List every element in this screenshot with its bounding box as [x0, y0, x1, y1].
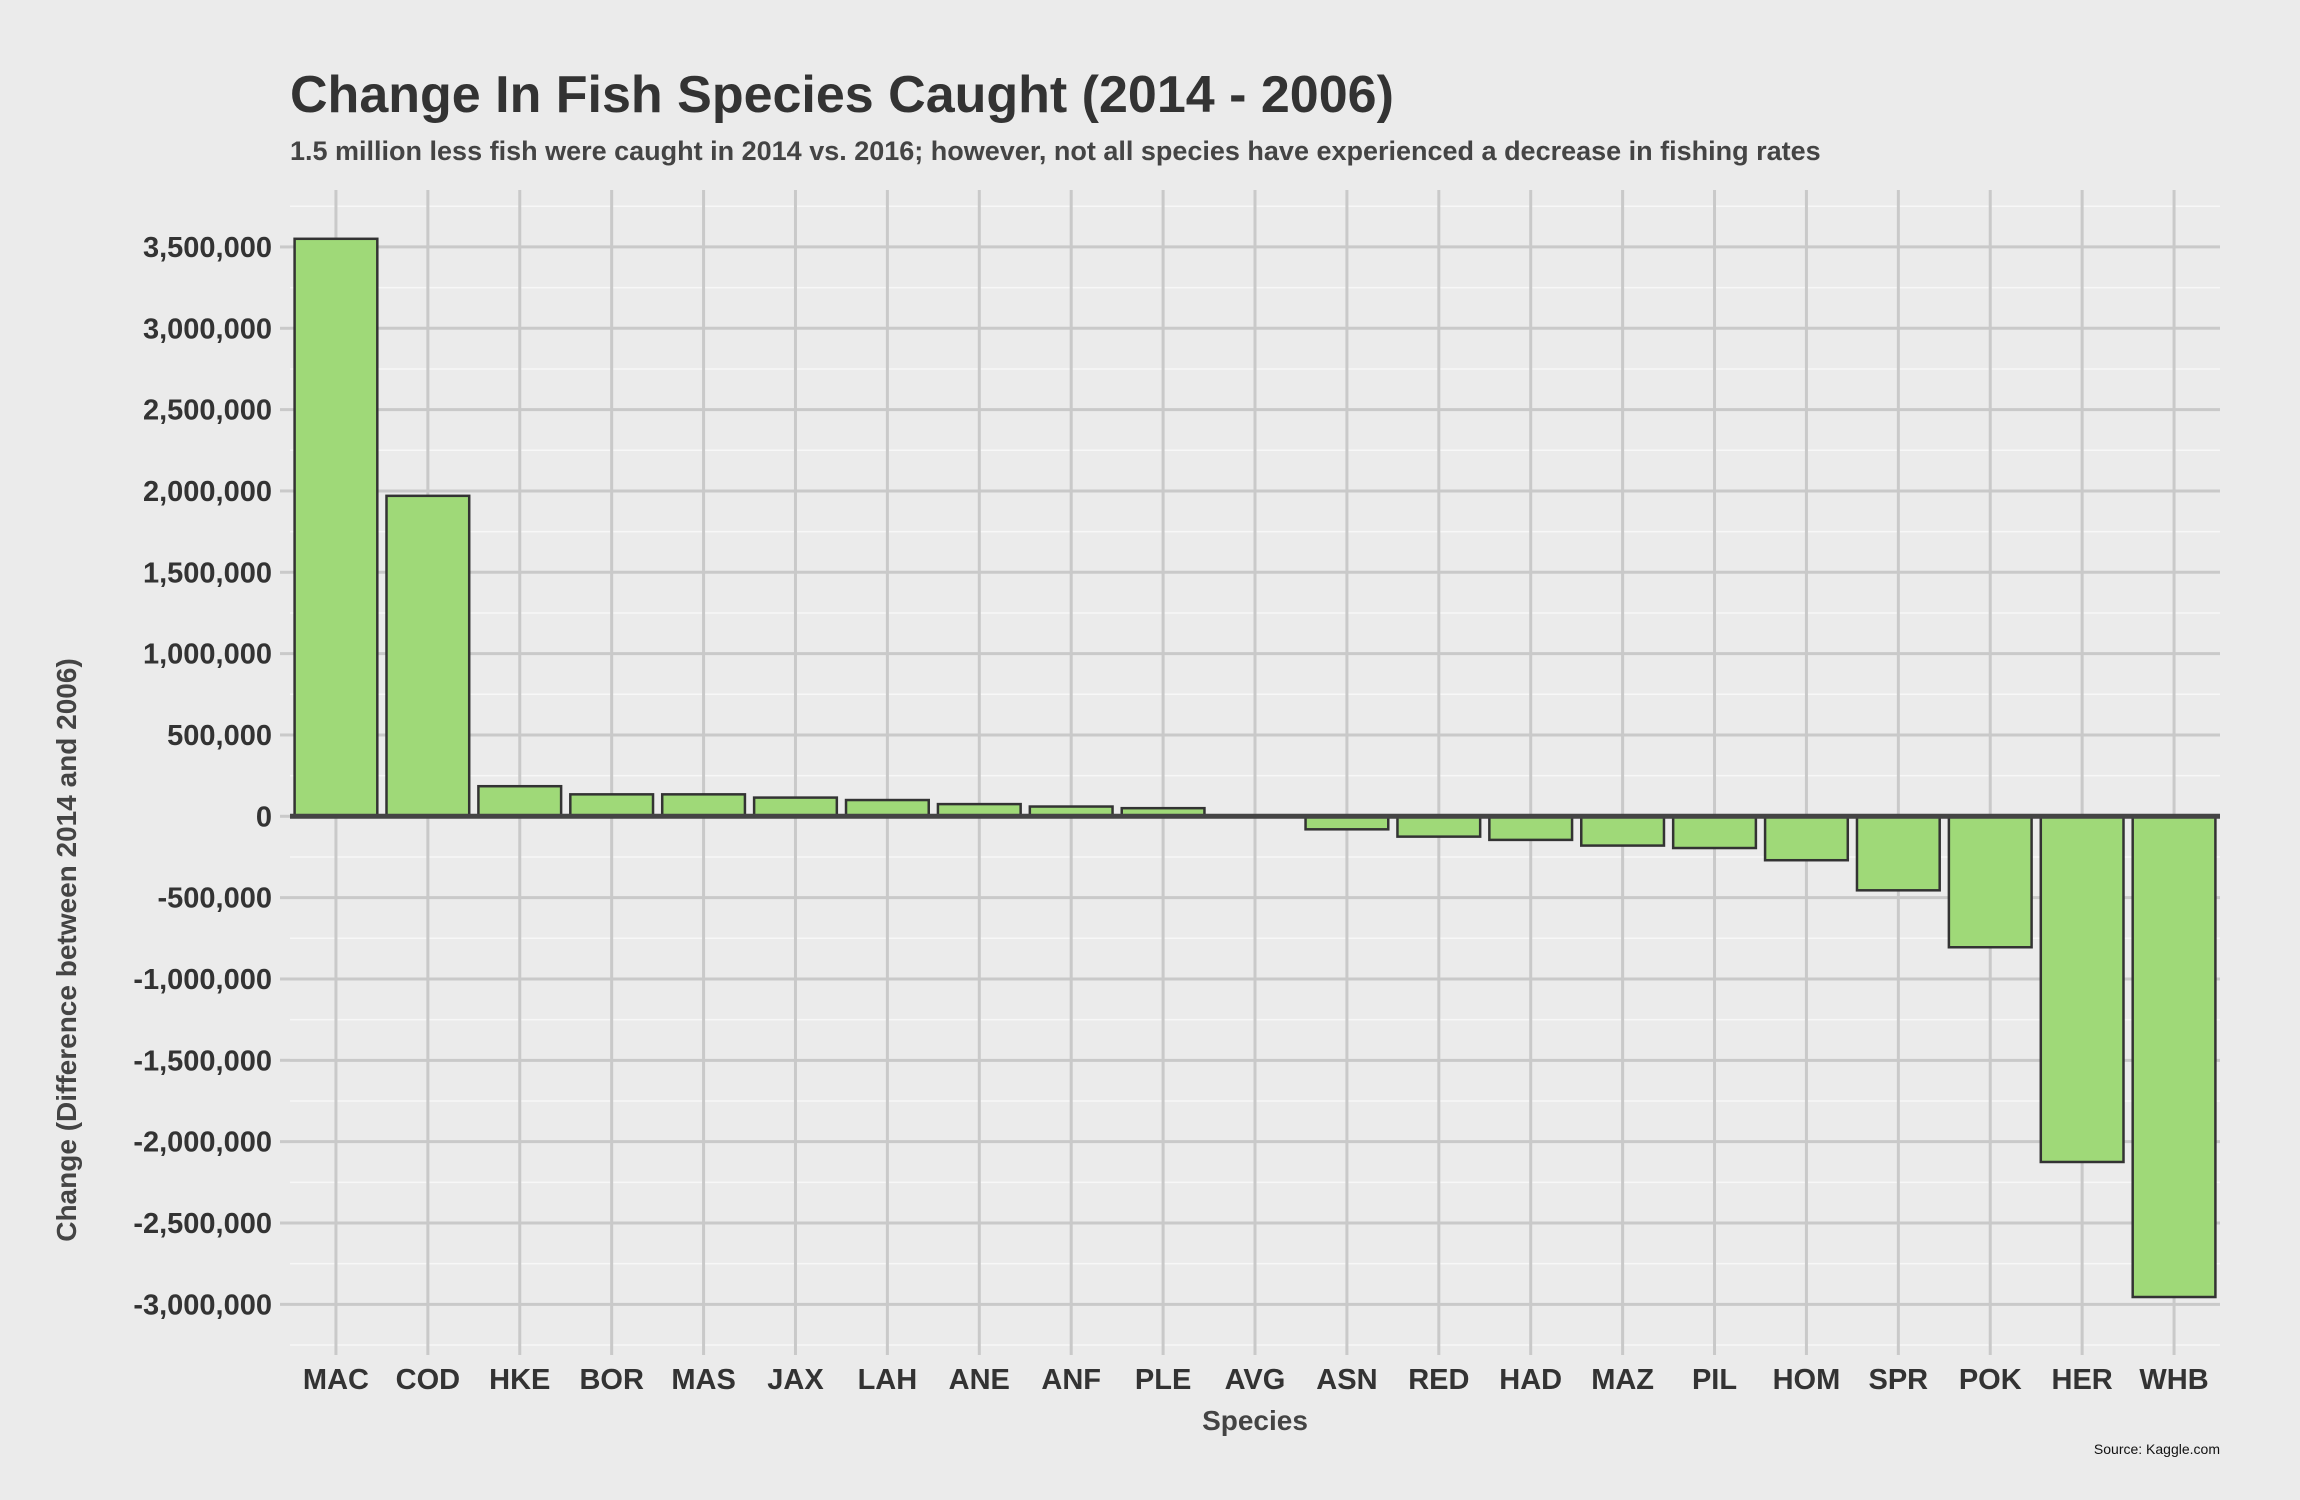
y-tick-label: -1,500,000	[133, 1045, 272, 1077]
x-tick-label: PLE	[1135, 1364, 1191, 1396]
bar-mas	[660, 793, 747, 818]
y-tick-label: -3,000,000	[133, 1289, 272, 1321]
y-tick-label: 0	[256, 801, 272, 833]
plot-area: 3,500,000 3,000,000 2,500,000 2,000,000 1,50…	[133, 190, 2220, 1396]
x-tick-label: ASN	[1316, 1364, 1377, 1396]
x-tick-label: POK	[1959, 1364, 2022, 1396]
x-tick-label: MAS	[671, 1364, 735, 1396]
y-tick-label: 500,000	[167, 720, 272, 752]
x-tick-label: AVG	[1225, 1364, 1286, 1396]
source-caption: Source: Kaggle.com	[2094, 1441, 2220, 1457]
chart-subtitle: 1.5 million less fish were caught in 201…	[290, 136, 1821, 166]
x-tick-label: JAX	[767, 1364, 824, 1396]
x-tick-label: HKE	[489, 1364, 550, 1396]
x-tick-label: SPR	[1869, 1364, 1929, 1396]
x-tick-label: HAD	[1499, 1364, 1562, 1396]
x-tick-label: MAC	[303, 1364, 369, 1396]
x-tick-label: PIL	[1692, 1364, 1737, 1396]
y-tick-label: 3,500,000	[143, 232, 272, 264]
y-tick-label: 2,500,000	[143, 395, 272, 427]
y-tick-label: 3,000,000	[143, 313, 272, 345]
x-tick-label: RED	[1408, 1364, 1469, 1396]
y-tick-label: 1,500,000	[143, 557, 272, 589]
x-tick-label: MAZ	[1591, 1364, 1654, 1396]
bar-her	[2039, 815, 2125, 1164]
bar-jax	[752, 796, 839, 818]
x-tick-label: LAH	[858, 1364, 918, 1396]
x-tick-label: ANF	[1041, 1364, 1101, 1396]
bar-spr	[1855, 815, 1941, 892]
x-tick-label: COD	[396, 1364, 460, 1396]
bar-pok	[1947, 815, 2033, 949]
y-tick-label: -500,000	[158, 883, 273, 915]
bar-maz	[1580, 815, 1666, 847]
bar-had	[1488, 815, 1574, 842]
y-tick-label: 1,000,000	[143, 639, 272, 671]
chart-title: Change In Fish Species Caught (2014 - 20…	[290, 66, 1394, 124]
x-tick-label: HER	[2052, 1364, 2113, 1396]
x-tick-label: ANE	[949, 1364, 1010, 1396]
x-tick-label: HOM	[1773, 1364, 1841, 1396]
y-tick-label: -2,500,000	[133, 1208, 272, 1240]
bar-mac	[293, 237, 379, 818]
bar-cod	[385, 494, 471, 818]
y-tick-label: -2,000,000	[133, 1127, 272, 1159]
x-tick-label: WHB	[2139, 1364, 2208, 1396]
y-axis-title: Change (Difference between 2014 and 2006…	[51, 658, 82, 1242]
y-tick-label: -1,000,000	[133, 964, 272, 996]
bar-hom	[1763, 815, 1850, 862]
x-axis-title: Species	[1202, 1405, 1308, 1436]
bar-whb	[2131, 815, 2217, 1299]
bar-hke	[477, 784, 563, 818]
bar-pil	[1671, 815, 1758, 850]
x-tick-label: BOR	[579, 1364, 644, 1396]
y-tick-label: 2,000,000	[143, 476, 272, 508]
bar-red	[1396, 815, 1482, 838]
bar-bor	[569, 793, 655, 818]
